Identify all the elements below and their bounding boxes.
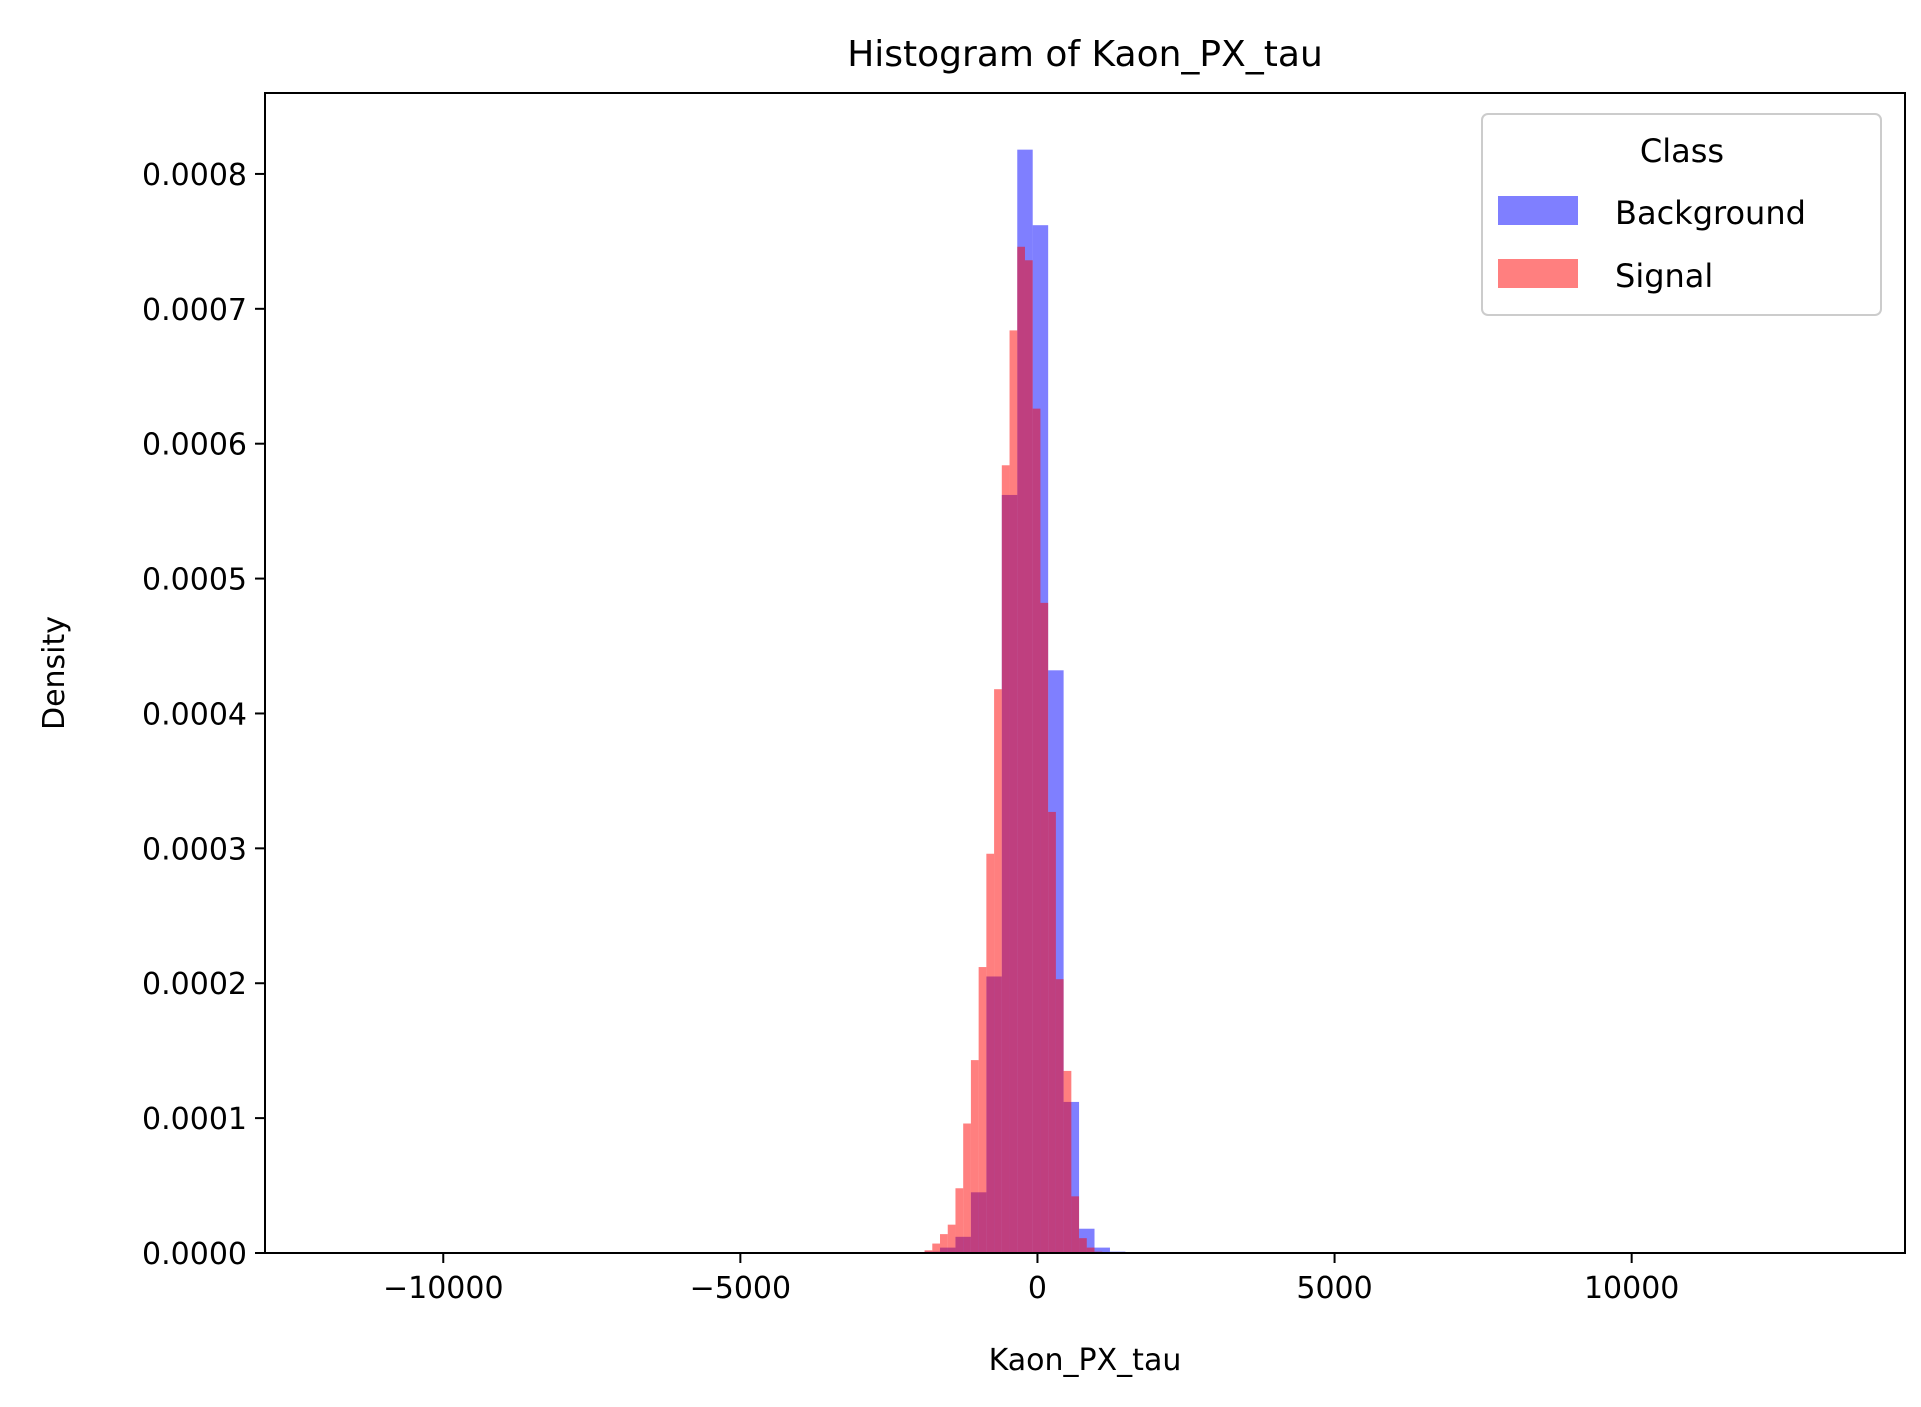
signal-bar xyxy=(955,1188,964,1253)
legend: Class Background Signal xyxy=(1481,113,1882,316)
signal-bar xyxy=(1024,260,1033,1253)
bars-layer xyxy=(924,149,1126,1254)
legend-swatch-background xyxy=(1498,196,1578,225)
x-tick-label: 10000 xyxy=(1584,1271,1679,1306)
y-tick-label: 0.0008 xyxy=(142,158,247,193)
legend-label-signal: Signal xyxy=(1615,257,1713,295)
background-bar xyxy=(940,1247,956,1253)
signal-bar xyxy=(1063,1070,1072,1253)
signal-bar xyxy=(1071,1196,1080,1253)
legend-title: Class xyxy=(1640,132,1724,170)
legend-label-background: Background xyxy=(1615,194,1806,232)
signal-bar xyxy=(1032,408,1041,1253)
y-tick-label: 0.0006 xyxy=(142,428,247,463)
chart-title: Histogram of Kaon_PX_tau xyxy=(847,34,1323,75)
signal-bar xyxy=(1055,979,1064,1253)
legend-frame xyxy=(1481,113,1882,316)
y-axis-ticks: 0.0000 0.0001 0.0002 0.0003 0.0004 0.0005 0.00… xyxy=(142,158,265,1272)
series-signal xyxy=(924,246,1103,1253)
signal-bar xyxy=(932,1243,941,1253)
signal-bar xyxy=(947,1224,956,1253)
signal-bar xyxy=(1009,330,1018,1253)
x-tick-label: −5000 xyxy=(690,1271,791,1306)
legend-swatch-signal xyxy=(1498,259,1578,288)
y-axis-label: Density xyxy=(37,616,72,730)
signal-bar xyxy=(924,1250,933,1253)
x-axis-ticks: −10000 −5000 0 5000 10000 xyxy=(383,1253,1679,1306)
signal-bar xyxy=(978,967,987,1253)
x-axis-label: Kaon_PX_tau xyxy=(989,1343,1182,1378)
x-tick-label: −10000 xyxy=(383,1271,504,1306)
plot-frame xyxy=(264,92,1906,1254)
signal-bar xyxy=(970,1060,979,1253)
y-tick-label: 0.0003 xyxy=(142,832,247,867)
y-tick-label: 0.0004 xyxy=(142,697,247,732)
y-tick-label: 0.0001 xyxy=(142,1102,247,1137)
signal-bar xyxy=(1017,246,1025,1253)
signal-bar xyxy=(1048,811,1056,1253)
signal-bar xyxy=(963,1123,971,1253)
signal-bar xyxy=(986,853,995,1253)
y-tick-label: 0.0000 xyxy=(142,1237,247,1272)
signal-bar xyxy=(1040,602,1049,1253)
signal-bar xyxy=(1079,1238,1087,1253)
signal-bar xyxy=(940,1234,948,1253)
x-tick-label: 5000 xyxy=(1296,1271,1372,1306)
signal-bar xyxy=(1086,1247,1095,1253)
signal-bar xyxy=(994,689,1002,1253)
y-tick-label: 0.0002 xyxy=(142,967,247,1002)
y-tick-label: 0.0005 xyxy=(142,563,247,598)
x-tick-label: 0 xyxy=(1028,1271,1047,1306)
signal-bar xyxy=(1001,465,1010,1253)
y-tick-label: 0.0007 xyxy=(142,293,247,328)
background-bar xyxy=(1094,1247,1110,1253)
